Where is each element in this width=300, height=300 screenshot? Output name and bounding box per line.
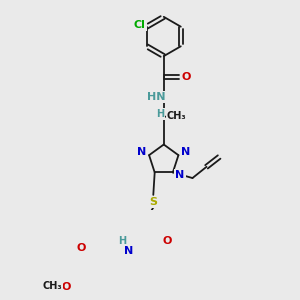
- Text: N: N: [124, 246, 134, 256]
- Text: S: S: [149, 197, 157, 207]
- Text: N: N: [137, 147, 147, 158]
- Text: N: N: [175, 170, 184, 180]
- Text: H: H: [156, 109, 164, 118]
- Text: CH₃: CH₃: [42, 281, 62, 291]
- Text: N: N: [181, 147, 190, 158]
- Text: O: O: [77, 243, 86, 253]
- Text: O: O: [163, 236, 172, 246]
- Text: CH₃: CH₃: [167, 112, 186, 122]
- Text: O: O: [182, 72, 191, 82]
- Text: H: H: [118, 236, 126, 246]
- Text: Cl: Cl: [134, 20, 146, 30]
- Text: HN: HN: [147, 92, 165, 102]
- Text: O: O: [61, 283, 71, 292]
